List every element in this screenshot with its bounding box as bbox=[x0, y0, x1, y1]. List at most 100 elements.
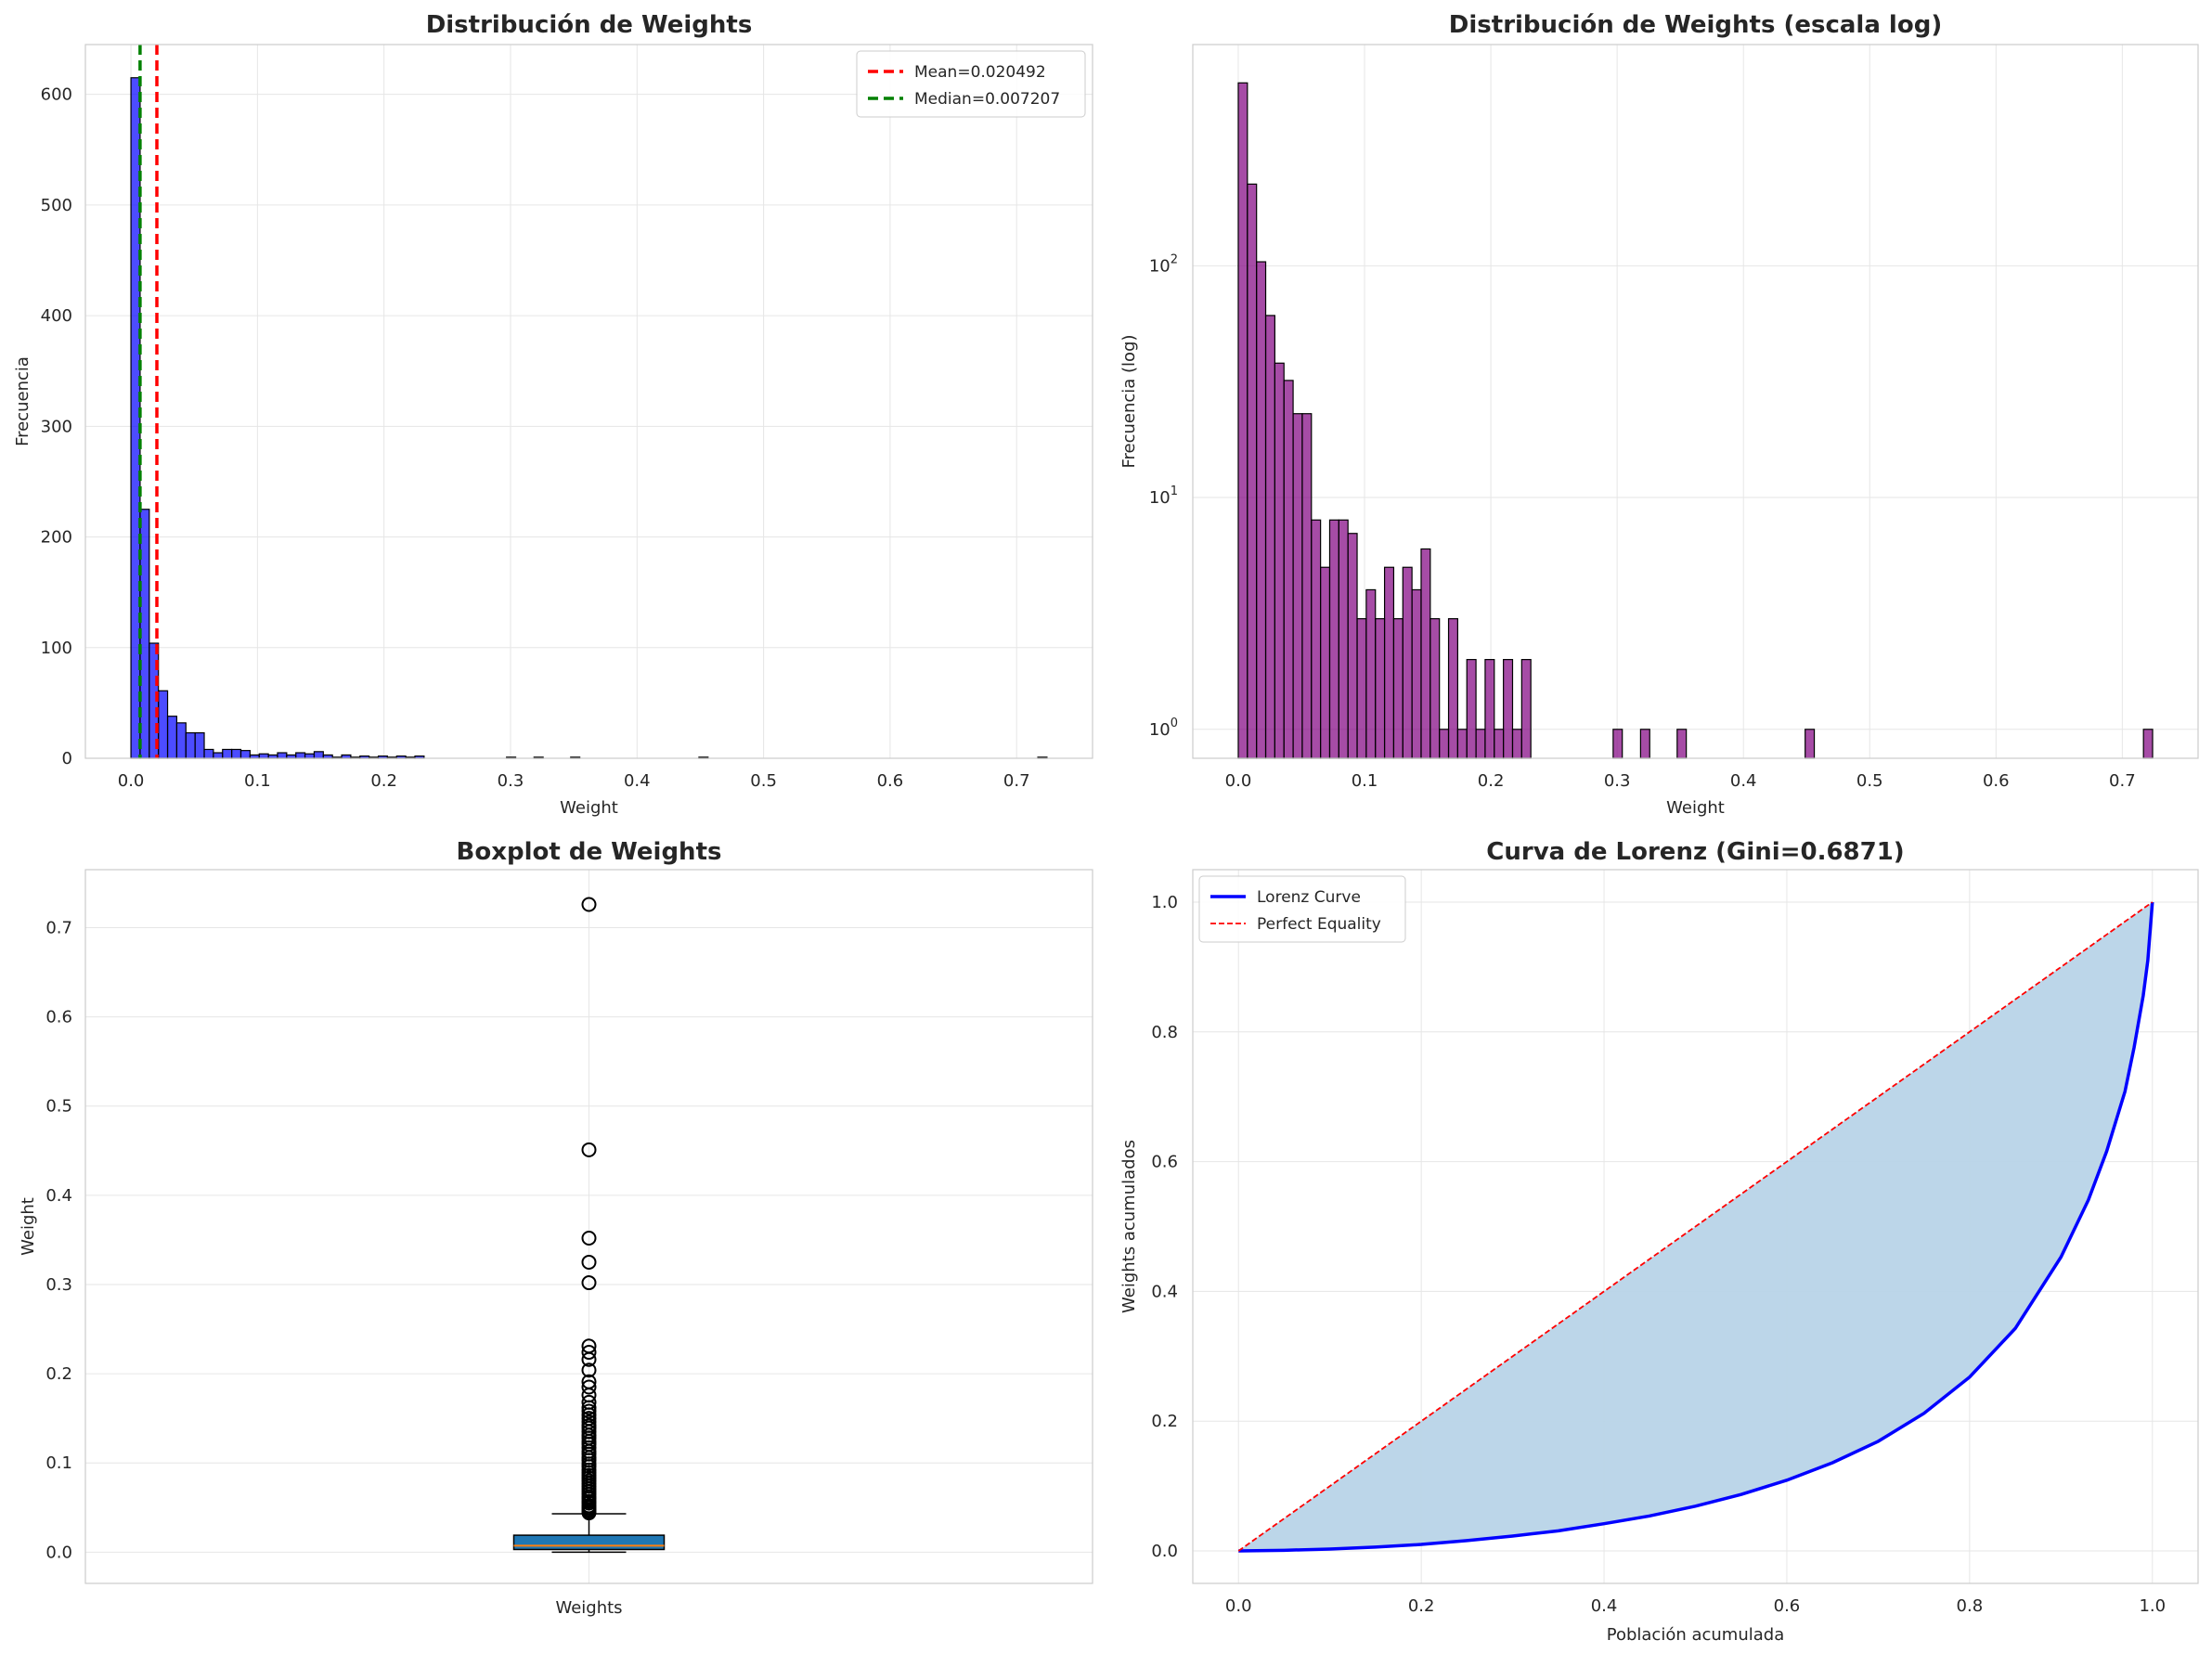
y-tick-label: 300 bbox=[41, 417, 72, 436]
bar bbox=[1466, 659, 1477, 759]
y-tick-label: 0.8 bbox=[1151, 1023, 1178, 1042]
outlier-point bbox=[581, 1379, 597, 1395]
outlier-point bbox=[581, 1230, 597, 1246]
y-tick-label: 0.4 bbox=[1151, 1282, 1178, 1301]
bar bbox=[1475, 729, 1486, 759]
x-tick-label: 0.0 bbox=[118, 771, 145, 791]
x-tick-label: 0.7 bbox=[2109, 771, 2136, 791]
x-tick-label: 0.2 bbox=[1478, 771, 1505, 791]
y-tick-label: 0.7 bbox=[45, 918, 72, 937]
bar bbox=[185, 731, 196, 759]
bar bbox=[1676, 729, 1688, 759]
bar bbox=[1439, 729, 1450, 759]
bar bbox=[1402, 566, 1413, 759]
x-tick-label: 0.4 bbox=[1591, 1596, 1618, 1616]
bar bbox=[1805, 729, 1816, 759]
bar bbox=[1612, 729, 1623, 759]
legend: Mean=0.020492 Median=0.007207 bbox=[856, 50, 1086, 118]
lorenz-panel: Curva de Lorenz (Gini=0.6871) Población … bbox=[1119, 838, 2199, 1645]
y-axis-label: Frecuencia bbox=[13, 356, 32, 446]
legend-label: Perfect Equality bbox=[1257, 915, 1381, 934]
grid bbox=[85, 870, 1093, 1583]
y-tick-label: 0.6 bbox=[45, 1008, 72, 1027]
box bbox=[512, 1534, 666, 1551]
outlier-point bbox=[581, 1254, 597, 1270]
bars bbox=[1237, 82, 2154, 759]
bar bbox=[1292, 413, 1303, 759]
equality-line bbox=[1237, 901, 2154, 1552]
x-tick-label: 0.4 bbox=[1730, 771, 1757, 791]
bar bbox=[1283, 380, 1294, 759]
bar bbox=[175, 722, 187, 759]
x-tick-label: Weights bbox=[555, 1598, 622, 1618]
y-axis-label: Weight bbox=[19, 1197, 38, 1256]
legend-box bbox=[856, 50, 1086, 118]
x-axis-label: Weight bbox=[560, 798, 618, 818]
bar bbox=[1494, 729, 1505, 759]
bar bbox=[1375, 618, 1386, 759]
bar bbox=[166, 716, 178, 759]
x-tick-label: 0.6 bbox=[877, 771, 904, 791]
y-tick-label: 101 bbox=[1149, 484, 1178, 508]
y-tick-label: 100 bbox=[1149, 717, 1178, 740]
x-tick-label: 0.6 bbox=[1983, 771, 2010, 791]
outlier-point bbox=[581, 1275, 597, 1291]
y-tick-label: 102 bbox=[1149, 252, 1178, 276]
outlier-point bbox=[581, 1345, 597, 1361]
outlier-point bbox=[581, 1362, 597, 1378]
bar bbox=[1520, 659, 1532, 759]
x-tick-label: 0.3 bbox=[1604, 771, 1631, 791]
x-tick-label: 0.4 bbox=[624, 771, 651, 791]
bar bbox=[313, 751, 324, 759]
chart-title: Boxplot de Weights bbox=[457, 838, 722, 866]
bar bbox=[304, 753, 316, 759]
bar bbox=[1639, 729, 1650, 759]
y-tick-label: 0.1 bbox=[45, 1453, 72, 1473]
outlier-point bbox=[581, 1142, 597, 1157]
y-tick-label: 500 bbox=[41, 196, 72, 215]
bar bbox=[1301, 413, 1313, 759]
bar bbox=[203, 748, 214, 759]
bar bbox=[1365, 588, 1377, 759]
x-tick-label: 0.1 bbox=[1352, 771, 1378, 791]
bar bbox=[1247, 183, 1258, 759]
x-axis-label: Población acumulada bbox=[1607, 1625, 1785, 1645]
bar bbox=[1392, 618, 1404, 759]
bar bbox=[1503, 659, 1514, 759]
x-tick-label: 0.2 bbox=[370, 771, 397, 791]
outlier-point bbox=[581, 1351, 597, 1367]
bar bbox=[239, 750, 251, 759]
bar bbox=[1429, 618, 1441, 759]
plot-frame bbox=[84, 869, 1093, 1584]
y-tick-label: 0.4 bbox=[45, 1186, 72, 1206]
bar bbox=[2142, 729, 2154, 759]
bar bbox=[194, 731, 205, 759]
y-tick-label: 0.0 bbox=[1151, 1542, 1178, 1561]
bar bbox=[1447, 618, 1458, 759]
y-axis-label: Frecuencia (log) bbox=[1119, 334, 1139, 468]
bar bbox=[1328, 519, 1339, 759]
chart-title: Curva de Lorenz (Gini=0.6871) bbox=[1486, 838, 1904, 866]
y-tick-label: 1.0 bbox=[1151, 893, 1178, 912]
x-tick-label: 0.3 bbox=[498, 771, 524, 791]
histogram-panel: Distribución de Weights Weight Frecuenci… bbox=[13, 11, 1093, 818]
bar bbox=[1347, 533, 1358, 759]
x-tick-label: 0.5 bbox=[750, 771, 777, 791]
bar bbox=[1237, 82, 1248, 759]
bar bbox=[158, 690, 169, 759]
bar bbox=[1411, 588, 1422, 759]
outliers bbox=[581, 897, 597, 1521]
plot-frame bbox=[1192, 869, 2199, 1584]
x-tick-label: 0.0 bbox=[1225, 771, 1252, 791]
y-tick-label: 0 bbox=[62, 749, 72, 768]
log-histogram-panel: Distribución de Weights (escala log) Wei… bbox=[1119, 11, 2199, 818]
chart-title: Distribución de Weights (escala log) bbox=[1449, 11, 1942, 39]
y-tick-label: 100 bbox=[41, 639, 72, 658]
x-tick-label: 0.6 bbox=[1774, 1596, 1801, 1616]
bars bbox=[130, 77, 1048, 759]
grid bbox=[85, 45, 1093, 759]
chart-title: Distribución de Weights bbox=[426, 11, 753, 39]
x-tick-label: 0.5 bbox=[1856, 771, 1883, 791]
x-tick-label: 1.0 bbox=[2139, 1596, 2166, 1616]
